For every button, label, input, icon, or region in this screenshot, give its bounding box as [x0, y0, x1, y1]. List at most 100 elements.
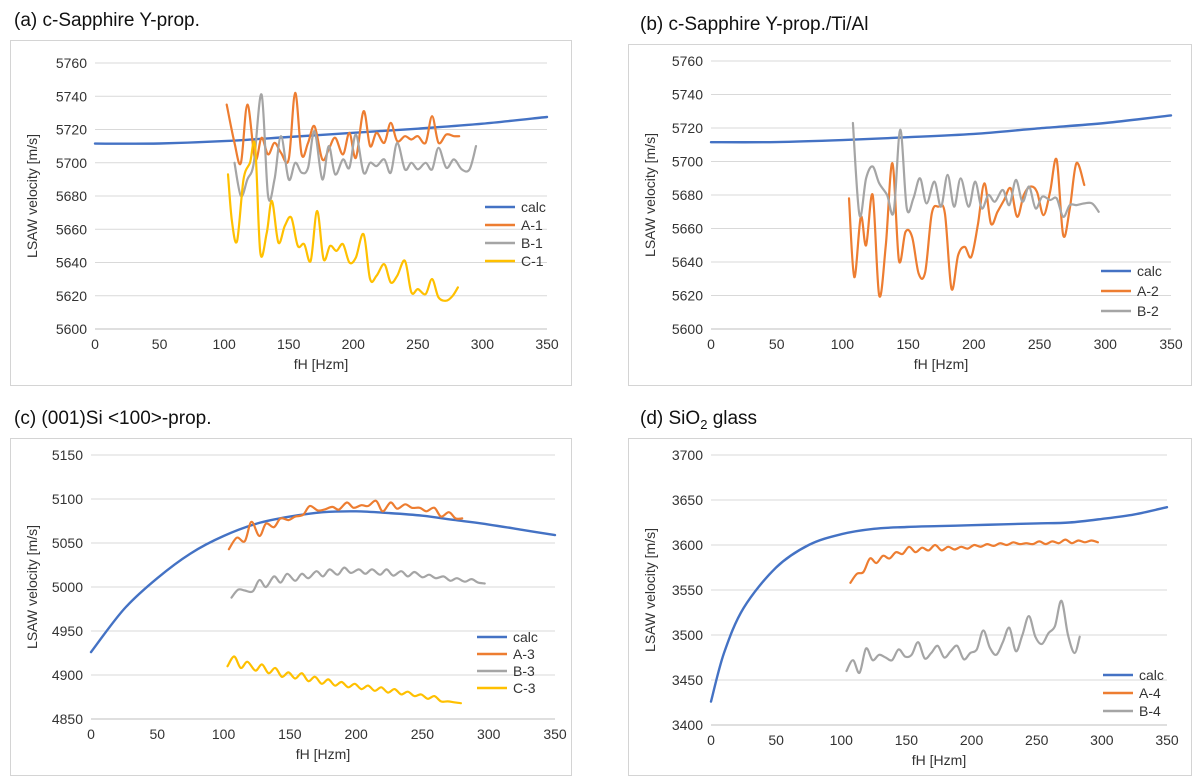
- chart-a-legend-label-calc: calc: [521, 199, 546, 215]
- chart-c-xtick-label-1: 50: [149, 726, 165, 742]
- panel-b-title-text: (b) c-Sapphire Y-prop./Ti/Al: [640, 14, 869, 35]
- chart-d-ytick-label-6: 3700: [672, 447, 703, 463]
- chart-c-series-line-C-3: [226, 655, 462, 705]
- chart-d-y-axis-label: LSAW velocity [m/s]: [642, 528, 658, 652]
- chart-c-ytick-label-1: 4900: [52, 667, 83, 683]
- chart-b-series-line-B-2: [851, 121, 1100, 218]
- chart-c-xtick-label-0: 0: [87, 726, 95, 742]
- chart-c-series-line-B-3: [230, 566, 486, 599]
- chart-b-x-axis-label: fH [Hzm]: [914, 356, 968, 372]
- chart-d-legend-label-calc: calc: [1139, 667, 1164, 683]
- chart-b-ytick-label-0: 5600: [672, 321, 703, 337]
- chart-a-ytick-label-1: 5620: [56, 288, 87, 304]
- chart-a-frame: 5600 5620 5640 5660 5680 5700 5720 5740 5760 0 50 1…: [10, 40, 572, 386]
- chart-b-frame: 5600 5620 5640 5660 5680 5700 5720 5740 5760 0 50 1…: [628, 44, 1192, 386]
- chart-b-xtick-label-1: 50: [769, 336, 785, 352]
- chart-d-ytick-label-2: 3500: [672, 627, 703, 643]
- chart-c-ytick-label-0: 4850: [52, 711, 83, 727]
- chart-d-ytick-label-5: 3650: [672, 492, 703, 508]
- chart-a-ytick-label-2: 5640: [56, 255, 87, 271]
- chart-a-legend-label-A-1: A-1: [521, 217, 543, 233]
- chart-c-series-line-calc: [89, 510, 557, 654]
- chart-b-ytick-label-5: 5700: [672, 154, 703, 170]
- panel-d-title-suffix: glass: [707, 408, 758, 429]
- chart-a-ytick-label-3: 5660: [56, 221, 87, 237]
- chart-b-ytick-label-7: 5740: [672, 87, 703, 103]
- chart-b-legend-label-A-2: A-2: [1137, 283, 1159, 299]
- chart-b-ytick-label-3: 5660: [672, 221, 703, 237]
- chart-c-xtick-label-7: 350: [543, 726, 567, 742]
- chart-b-xtick-label-7: 350: [1159, 336, 1183, 352]
- chart-a-series-line-calc: [93, 115, 549, 145]
- panel-d-title-subscript: 2: [700, 416, 708, 432]
- chart-d-ytick-label-4: 3600: [672, 537, 703, 553]
- panel-a-title: (a) c-Sapphire Y-prop.: [14, 10, 200, 32]
- chart-d-x-axis-label: fH [Hzm]: [912, 752, 966, 768]
- chart-b-xtick-label-6: 300: [1094, 336, 1118, 352]
- chart-a-y-axis-label: LSAW velocity [m/s]: [24, 134, 40, 258]
- chart-c-xtick-label-6: 300: [477, 726, 501, 742]
- chart-b-series-line-calc: [709, 114, 1173, 144]
- chart-a-xtick-label-5: 250: [406, 336, 430, 352]
- chart-c-legend-label-A-3: A-3: [513, 646, 535, 662]
- chart-d-ytick-label-1: 3450: [672, 672, 703, 688]
- chart-d: 3400 3450 3500 3550 3600 3650 3700 0 50 100 150 200…: [642, 447, 1179, 768]
- chart-c-ytick-label-2: 4950: [52, 623, 83, 639]
- chart-b-xtick-label-4: 200: [962, 336, 986, 352]
- chart-a-series-line-A-1: [225, 91, 461, 166]
- chart-c-ytick-label-6: 5150: [52, 447, 83, 463]
- chart-a-xtick-label-7: 350: [535, 336, 559, 352]
- chart-d-series-line-calc: [709, 506, 1169, 703]
- chart-a: 5600 5620 5640 5660 5680 5700 5720 5740 5760 0 50 1…: [24, 55, 559, 372]
- chart-c-legend-label-calc: calc: [513, 629, 538, 645]
- chart-c-frame: 4850 4900 4950 5000 5050 5100 5150 0 50 100 150 200…: [10, 438, 572, 776]
- chart-b-legend-label-B-2: B-2: [1137, 303, 1159, 319]
- chart-d-xtick-label-0: 0: [707, 732, 715, 748]
- chart-a-xtick-label-3: 150: [277, 336, 301, 352]
- panel-b-title: (b) c-Sapphire Y-prop./Ti/Al: [640, 14, 868, 36]
- chart-d-xtick-label-6: 300: [1090, 732, 1114, 748]
- chart-b-xtick-label-5: 250: [1028, 336, 1052, 352]
- chart-a-xtick-label-4: 200: [342, 336, 366, 352]
- chart-d-series-line-A-4: [849, 538, 1099, 584]
- chart-a-xtick-label-6: 300: [471, 336, 495, 352]
- chart-a-series-line-B-1: [233, 93, 478, 202]
- chart-b-ytick-label-4: 5680: [672, 187, 703, 203]
- chart-c-xtick-label-2: 100: [212, 726, 236, 742]
- chart-a-series-line-C-1: [226, 140, 459, 302]
- chart-b-xtick-label-0: 0: [707, 336, 715, 352]
- chart-c-xtick-label-3: 150: [278, 726, 302, 742]
- chart-d-legend-label-A-4: A-4: [1139, 685, 1161, 701]
- chart-c-ytick-label-3: 5000: [52, 579, 83, 595]
- chart-b-ytick-label-1: 5620: [672, 288, 703, 304]
- chart-b: 5600 5620 5640 5660 5680 5700 5720 5740 5760 0 50 1…: [642, 53, 1183, 372]
- chart-a-legend-label-B-1: B-1: [521, 235, 543, 251]
- chart-a-ytick-label-8: 5760: [56, 55, 87, 71]
- chart-c-ytick-label-5: 5100: [52, 491, 83, 507]
- chart-a-ytick-label-0: 5600: [56, 321, 87, 337]
- panel-c-title-text: (c) (001)Si <100>-prop.: [14, 408, 212, 429]
- panel-d-title: (d) SiO2 glass: [640, 408, 757, 432]
- panel-c-title: (c) (001)Si <100>-prop.: [14, 408, 212, 430]
- chart-c-xtick-label-4: 200: [344, 726, 368, 742]
- chart-d-frame: 3400 3450 3500 3550 3600 3650 3700 0 50 100 150 200…: [628, 438, 1192, 776]
- chart-c-legend-label-C-3: C-3: [513, 680, 536, 696]
- chart-b-ytick-label-8: 5760: [672, 53, 703, 69]
- chart-c-y-axis-label: LSAW velocity [m/s]: [24, 525, 40, 649]
- chart-b-xtick-label-3: 150: [896, 336, 920, 352]
- chart-d-xtick-label-4: 200: [960, 732, 984, 748]
- chart-a-x-axis-label: fH [Hzm]: [294, 356, 348, 372]
- chart-d-xtick-label-5: 250: [1025, 732, 1049, 748]
- chart-b-series-line-A-2: [847, 157, 1086, 298]
- chart-d-series-line-B-4: [845, 599, 1081, 674]
- chart-c: 4850 4900 4950 5000 5050 5100 5150 0 50 100 150 200…: [24, 447, 567, 762]
- chart-d-legend-label-B-4: B-4: [1139, 703, 1161, 719]
- panel-a-title-text: (a) c-Sapphire Y-prop.: [14, 10, 200, 31]
- chart-d-ytick-label-3: 3550: [672, 582, 703, 598]
- chart-d-xtick-label-2: 100: [830, 732, 854, 748]
- chart-b-ytick-label-6: 5720: [672, 120, 703, 136]
- chart-a-xtick-label-2: 100: [212, 336, 236, 352]
- chart-c-legend-label-B-3: B-3: [513, 663, 535, 679]
- panel-d-title-text: (d) SiO: [640, 408, 701, 429]
- chart-c-ytick-label-4: 5050: [52, 535, 83, 551]
